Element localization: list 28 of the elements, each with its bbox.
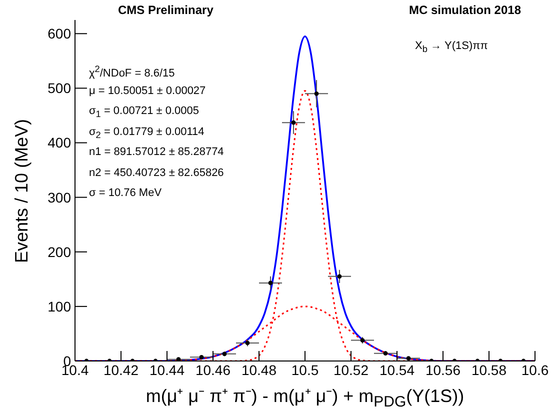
annotation: χ$^{2}$/NDoF = 8.6/15 [89, 64, 175, 80]
annotation: σ$_{1}$ = 0.00721 ± 0.0005 [89, 105, 199, 120]
x-axis-title: m(μ⁺ μ⁻ π⁺ π⁻) - m(μ⁺ μ⁻) + m$_{PDG}$(Υ(1S)) [144, 385, 466, 410]
y-tick-label: 400 [48, 134, 72, 151]
x-tick-label: 10.6 [521, 362, 549, 378]
x-tick-label: 10.58 [471, 362, 507, 378]
annotation: n2 = 450.40723 ± 82.65826 [89, 166, 224, 178]
chart-subtitle: MC simulation 2018 [408, 3, 521, 17]
y-axis-title: Events / 10 (MeV) [12, 118, 32, 263]
x-tick-label: 10.5 [291, 362, 319, 378]
x-tick-label: 10.54 [379, 362, 415, 378]
x-tick-label: 10.44 [149, 362, 185, 378]
y-tick-label: 300 [48, 189, 72, 206]
annotation: μ = 10.50051 ± 0.00027 [89, 84, 206, 96]
y-tick-label: 100 [48, 298, 72, 314]
x-tick-label: 10.42 [103, 362, 139, 378]
y-tick-label: 500 [48, 80, 72, 96]
x-tick-label: 10.56 [425, 362, 461, 378]
y-tick-label: 200 [48, 244, 72, 260]
chart-title: CMS Preliminary [118, 3, 214, 17]
annotation: X$_{b}$ → Υ(1S)ππ [415, 40, 488, 54]
annotation: n1 = 891.57012 ± 85.28774 [89, 146, 224, 158]
annotation: σ = 10.76 MeV [89, 187, 162, 199]
y-tick-label: 600 [48, 26, 72, 42]
annotation: σ$_{2}$ = 0.01779 ± 0.00114 [89, 126, 204, 140]
x-tick-label: 10.48 [241, 362, 277, 378]
x-tick-label: 10.46 [195, 362, 231, 378]
x-tick-label: 10.52 [333, 362, 369, 378]
